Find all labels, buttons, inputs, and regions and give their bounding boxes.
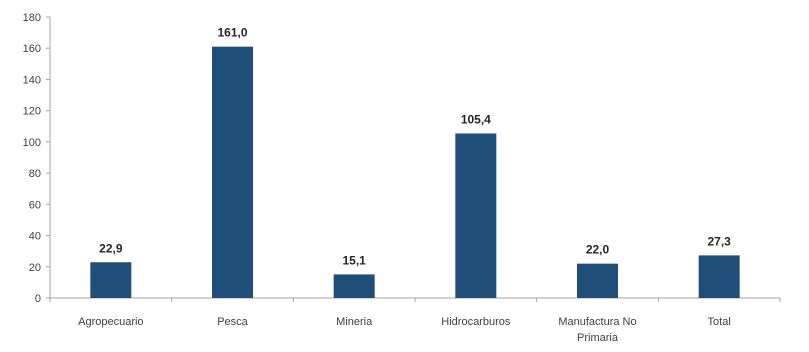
x-tick-label-line: Primaria [577, 332, 619, 344]
bar-value-label: 161,0 [217, 26, 247, 40]
x-tick-label-line: Total [708, 316, 731, 328]
bars [90, 46, 740, 299]
y-tick-label: 40 [29, 231, 41, 243]
bar [333, 274, 375, 298]
bar-value-label: 22,9 [99, 241, 123, 255]
x-tick-label-line: Mineria [336, 316, 373, 328]
bar-value-label: 22,0 [586, 243, 610, 257]
x-tick-label: Mineria [336, 316, 373, 328]
y-tick-label: 160 [23, 43, 41, 55]
bar [90, 262, 132, 298]
x-tick-label: Hidrocarburos [441, 316, 511, 328]
x-tick-label-line: Agropecuario [78, 316, 143, 328]
y-tick-label: 80 [29, 168, 41, 180]
bar-value-label: 27,3 [707, 234, 731, 248]
x-axis: Agropecuario Pesca Mineria Hidrocarburos Man… [49, 297, 781, 344]
bar [212, 46, 253, 299]
bar [577, 263, 618, 298]
y-tick-label: 60 [29, 199, 41, 211]
value-labels: 22,9 161,0 15,1 105,4 22,0 27,3 [99, 26, 731, 268]
x-tick-label-line: Manufactura No [558, 316, 636, 328]
x-tick-label: Manufactura No Primaria [558, 316, 636, 344]
bar-value-label: 15,1 [342, 253, 366, 267]
y-tick-label: 0 [35, 293, 41, 305]
bar [698, 255, 740, 298]
x-tick-label: Pesca [217, 316, 248, 328]
bar [455, 133, 497, 298]
y-tick-label: 120 [23, 106, 41, 118]
x-tick-label-line: Hidrocarburos [441, 316, 511, 328]
x-tick-label-line: Pesca [217, 316, 248, 328]
y-axis: 0 20 40 60 80 100 120 140 160 180 [23, 12, 51, 305]
y-tick-label: 180 [23, 12, 41, 24]
x-tick-label: Total [708, 316, 731, 328]
bar-value-label: 105,4 [461, 112, 491, 126]
y-tick-label: 140 [23, 74, 41, 86]
y-tick-label: 100 [23, 137, 41, 149]
y-tick-label: 20 [29, 262, 41, 274]
x-tick-label: Agropecuario [78, 316, 143, 328]
